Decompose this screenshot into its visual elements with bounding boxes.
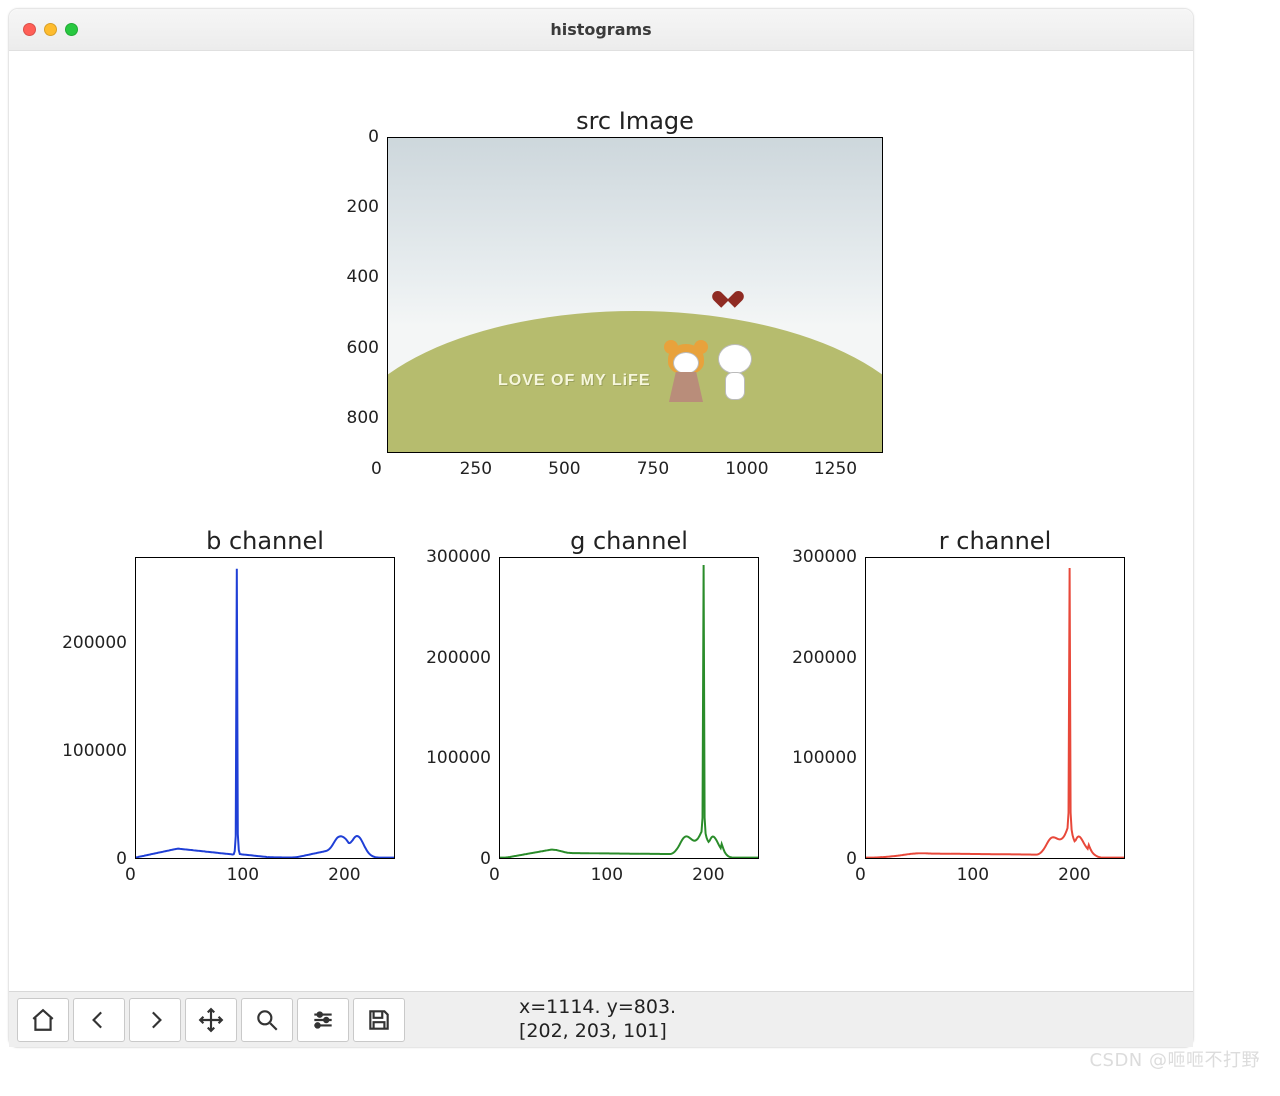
zoom-button[interactable] [241,998,293,1042]
src-image-plot: LOVE OF MY LiFE [387,137,883,453]
back-button[interactable] [73,998,125,1042]
subplot-title: src Image [387,107,883,135]
figure-canvas[interactable]: src Image LOVE OF MY LiFE 02505007501000… [9,51,1193,991]
save-button[interactable] [353,998,405,1042]
home-button[interactable] [17,998,69,1042]
status-line-1: x=1114. y=803. [519,996,676,1020]
subplot-title: b channel [135,527,395,555]
b-hist-line [136,558,394,858]
subplot-r-channel: r channel 0100200 0100000200000300000 [865,527,1125,859]
status-line-2: [202, 203, 101] [519,1020,676,1044]
subplot-b-channel: b channel 0100200 0100000200000 [135,527,395,859]
subplot-title: g channel [499,527,759,555]
r-hist-line [866,558,1124,858]
status-text: x=1114. y=803. [202, 203, 101] [519,996,676,1044]
r-hist-plot [865,557,1125,859]
titlebar: histograms [9,9,1193,51]
b-hist-plot [135,557,395,859]
subplot-src-image: src Image LOVE OF MY LiFE 02505007501000… [387,107,883,453]
heart-icon [718,284,738,302]
g-hist-line [500,558,758,858]
configure-button[interactable] [297,998,349,1042]
g-hist-plot [499,557,759,859]
character-boy [718,344,752,374]
pan-button[interactable] [185,998,237,1042]
app-window: histograms src Image LOVE OF M [8,8,1194,1048]
image-caption: LOVE OF MY LiFE [498,372,651,390]
subplot-g-channel: g channel 0100200 0100000200000300000 [499,527,759,859]
window-title: histograms [9,20,1193,39]
forward-button[interactable] [129,998,181,1042]
watermark: CSDN @咂咂不打野 [1089,1046,1260,1072]
matplotlib-toolbar: x=1114. y=803. [202, 203, 101] [9,991,1193,1047]
subplot-title: r channel [865,527,1125,555]
character-girl [668,344,704,374]
